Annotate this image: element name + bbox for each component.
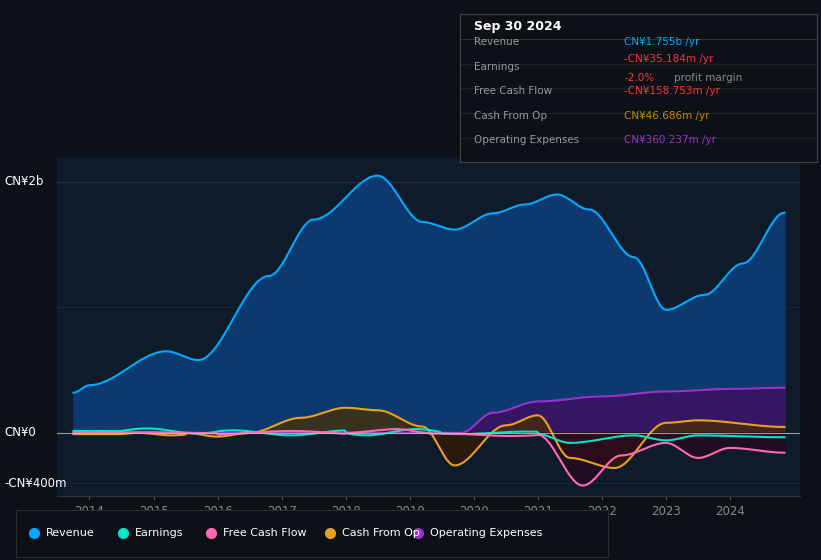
- Text: -CN¥158.753m /yr: -CN¥158.753m /yr: [624, 86, 720, 96]
- Text: Cash From Op: Cash From Op: [474, 111, 547, 121]
- Text: Operating Expenses: Operating Expenses: [430, 529, 543, 538]
- Text: CN¥2b: CN¥2b: [4, 175, 44, 188]
- Text: CN¥360.237m /yr: CN¥360.237m /yr: [624, 136, 716, 146]
- Text: Revenue: Revenue: [46, 529, 94, 538]
- Text: Revenue: Revenue: [474, 37, 519, 47]
- Text: -2.0%: -2.0%: [624, 73, 654, 83]
- Text: CN¥1.755b /yr: CN¥1.755b /yr: [624, 37, 699, 47]
- Text: Operating Expenses: Operating Expenses: [474, 136, 580, 146]
- Text: Free Cash Flow: Free Cash Flow: [474, 86, 553, 96]
- Text: Sep 30 2024: Sep 30 2024: [474, 20, 562, 33]
- Text: -CN¥35.184m /yr: -CN¥35.184m /yr: [624, 54, 713, 64]
- Text: Earnings: Earnings: [474, 62, 520, 72]
- Text: Cash From Op: Cash From Op: [342, 529, 420, 538]
- Text: Earnings: Earnings: [135, 529, 183, 538]
- Text: Free Cash Flow: Free Cash Flow: [223, 529, 307, 538]
- Text: CN¥0: CN¥0: [4, 426, 36, 440]
- Text: profit margin: profit margin: [674, 73, 742, 83]
- Text: -CN¥400m: -CN¥400m: [4, 477, 67, 489]
- Text: CN¥46.686m /yr: CN¥46.686m /yr: [624, 111, 709, 121]
